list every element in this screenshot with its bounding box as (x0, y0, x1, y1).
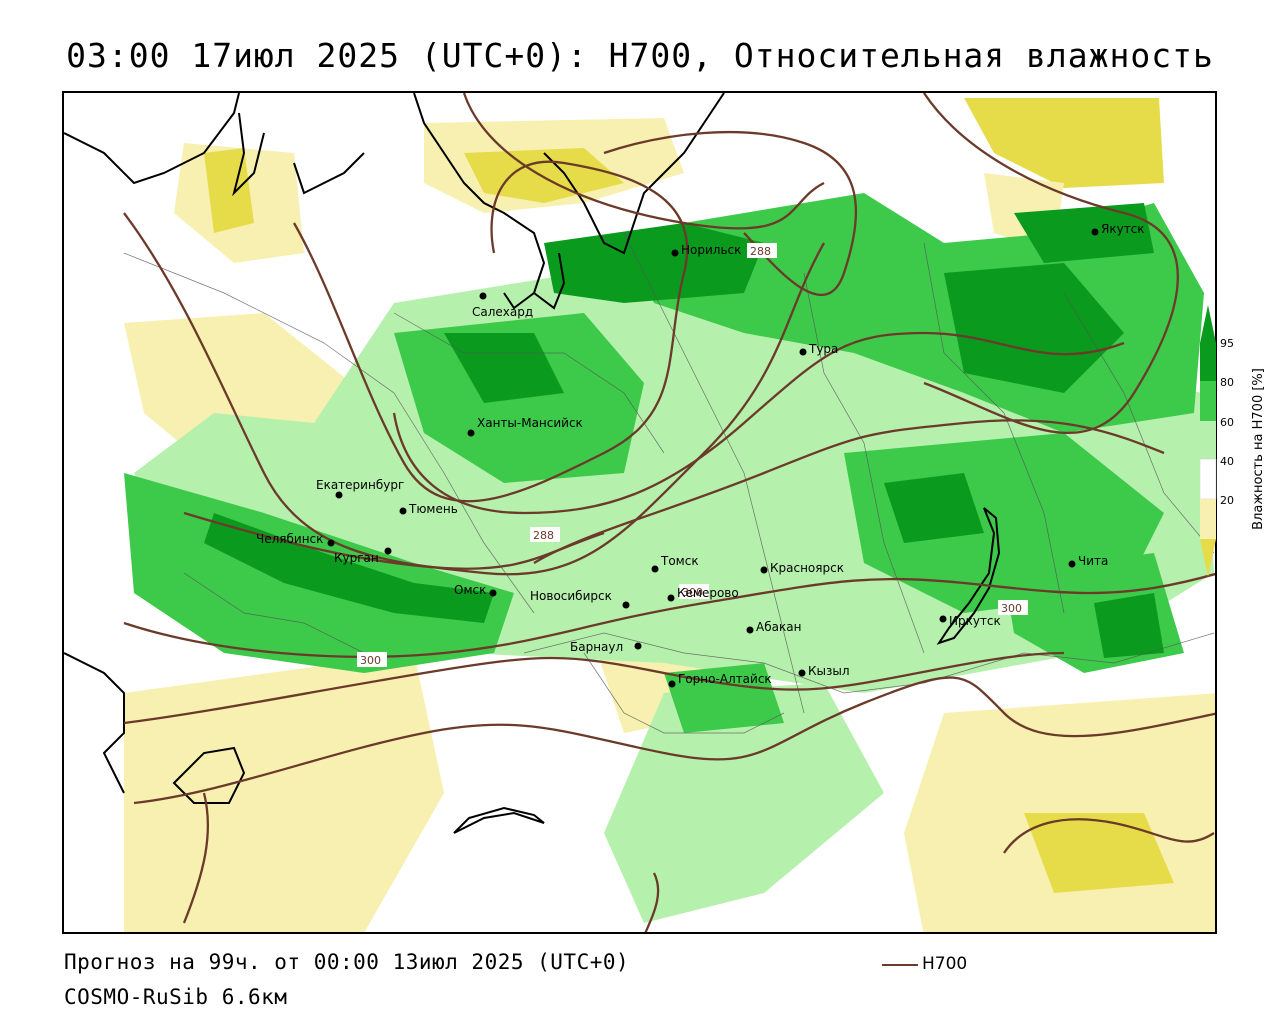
colorbar-tick: 60 (1220, 416, 1234, 429)
contour-legend-label: H700 (922, 954, 968, 974)
city-gorno-altaysk: Горно-Алтайск (668, 672, 772, 688)
contour-label-group: 288 288 300 300 300 (357, 243, 1028, 667)
svg-text:Якутск: Якутск (1101, 222, 1145, 236)
svg-text:Челябинск: Челябинск (256, 532, 323, 546)
city-markers: Норильск Якутск Салехард Тура Ханты-Манс… (256, 222, 1145, 688)
city-kurgan: Курган (334, 547, 392, 565)
svg-text:Красноярск: Красноярск (770, 561, 844, 575)
lake-baikal (936, 507, 1001, 645)
dry-area-southwest (124, 653, 444, 932)
svg-text:Курган: Курган (334, 551, 379, 565)
svg-text:Томск: Томск (660, 554, 699, 568)
contour-label: 288 (533, 529, 554, 542)
svg-text:Тюмень: Тюмень (408, 502, 458, 516)
very-wet-east (944, 263, 1124, 393)
city-khanty-mansiysk: Ханты-Мансийск (467, 416, 583, 437)
svg-text:Норильск: Норильск (681, 243, 741, 257)
city-krasnoyarsk: Красноярск (760, 561, 844, 575)
city-yakutsk: Якутск (1091, 222, 1145, 236)
svg-text:Салехард: Салехард (472, 305, 533, 319)
svg-text:Барнаул: Барнаул (570, 640, 623, 654)
city-yekaterinburg: Екатеринбург (316, 478, 404, 499)
very-wet-norilsk (544, 223, 764, 303)
city-tomsk: Томск (651, 554, 699, 573)
city-salekhard: Салехард (472, 292, 533, 319)
svg-text:Ханты-Мансийск: Ханты-Мансийск (477, 416, 583, 430)
contour-label: 300 (682, 586, 703, 599)
map-area: 288 288 300 300 300 Норильск Якутск Сале… (62, 91, 1217, 934)
contour-label: 300 (360, 654, 381, 667)
colorbar-title: Влажность на H700 [%] (1251, 368, 1266, 530)
city-chelyabinsk: Челябинск (256, 532, 335, 547)
very-wet-band-kurgan (204, 513, 494, 623)
svg-text:Кызыл: Кызыл (808, 664, 850, 678)
dry-area-northeast (964, 98, 1164, 188)
aral-sea (172, 746, 246, 804)
city-novosibirsk: Новосибирск (530, 589, 630, 609)
colorbar-tick: 20 (1220, 494, 1234, 507)
city-kemerovo: Кемерово (667, 586, 739, 602)
forecast-info: Прогноз на 99ч. от 00:00 13июл 2025 (UTC… (64, 950, 630, 974)
humidity-map: 288 288 300 300 300 Норильск Якутск Сале… (64, 93, 1215, 932)
admin-borders (123, 232, 1215, 734)
humidity-fills (124, 98, 1215, 932)
colorbar-tick: 95 (1220, 337, 1234, 350)
city-kyzyl: Кызыл (798, 664, 850, 678)
model-name: COSMO-RuSib 6.6км (64, 985, 288, 1009)
svg-text:Горно-Алтайск: Горно-Алтайск (678, 672, 772, 686)
contour-label: 300 (1001, 602, 1022, 615)
svg-text:Кемерово: Кемерово (677, 586, 739, 600)
city-chita: Чита (1068, 554, 1108, 568)
h700-contours (123, 93, 1215, 932)
colorbar-tick: 40 (1220, 455, 1234, 468)
wet-area-altai (664, 663, 784, 733)
coastlines (64, 93, 1001, 834)
svg-text:Чита: Чита (1078, 554, 1108, 568)
map-title: 03:00 17июл 2025 (UTC+0): H700, Относите… (66, 36, 1214, 75)
city-irkutsk: Иркутск (939, 614, 1001, 628)
city-abakan: Абакан (746, 620, 801, 634)
svg-text:Абакан: Абакан (756, 620, 801, 634)
svg-text:Иркутск: Иркутск (949, 614, 1001, 628)
svg-text:Новосибирск: Новосибирск (530, 589, 612, 603)
svg-text:Тура: Тура (808, 342, 838, 356)
city-tyumen: Тюмень (399, 502, 458, 516)
contour-legend-line (882, 964, 918, 966)
colorbar-tick: 80 (1220, 376, 1234, 389)
city-barnaul: Барнаул (570, 640, 642, 654)
city-norilsk: Норильск (671, 243, 741, 257)
city-omsk: Омск (454, 583, 497, 597)
humidity-colorbar (1200, 305, 1217, 577)
svg-text:Омск: Омск (454, 583, 486, 597)
city-tura: Тура (799, 342, 838, 356)
contour-label: 288 (750, 245, 771, 258)
balkhash-lake (453, 806, 545, 834)
moist-area-south (604, 683, 884, 923)
svg-text:Екатеринбург: Екатеринбург (316, 478, 404, 492)
